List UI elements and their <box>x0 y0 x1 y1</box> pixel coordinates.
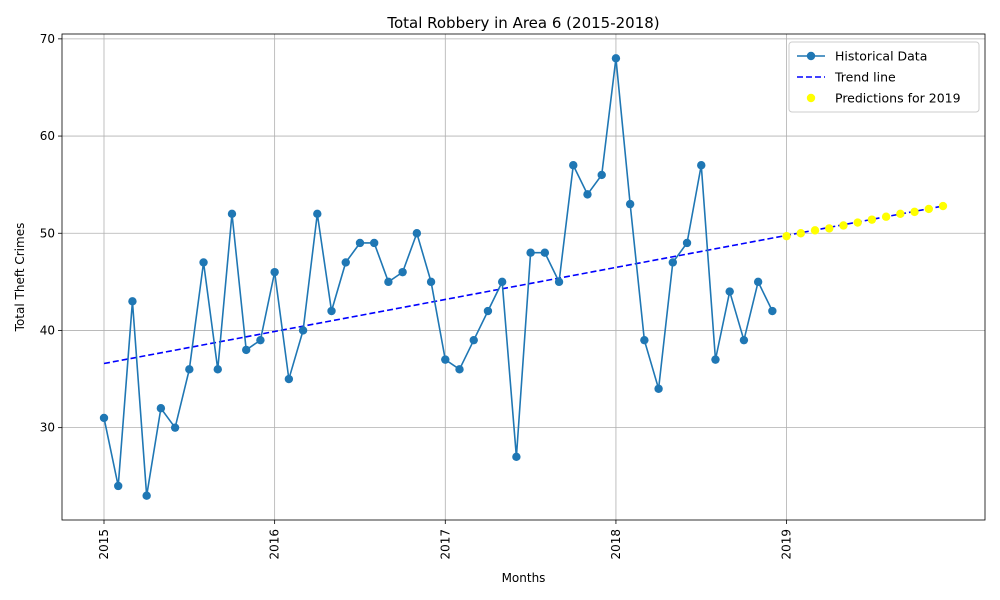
historical-data-point <box>341 258 350 267</box>
historical-data-point <box>369 238 379 248</box>
prediction-point <box>810 226 820 235</box>
prediction-point <box>839 221 848 230</box>
historical-data-point <box>384 277 393 287</box>
historical-data-point <box>597 170 606 180</box>
predictions-layer <box>782 201 948 241</box>
legend-historical-marker <box>806 51 816 61</box>
historical-data-point <box>199 258 208 267</box>
historical-data-point <box>142 491 151 500</box>
historical-data-point <box>753 277 763 287</box>
prediction-point <box>881 212 891 221</box>
prediction-point <box>796 229 805 238</box>
legend-prediction-marker <box>806 93 816 103</box>
historical-data-point <box>611 54 621 63</box>
historical-data-point <box>640 335 649 345</box>
grid <box>62 34 985 520</box>
historical-data-point <box>213 365 222 374</box>
x-tick-label: 2017 <box>438 529 452 560</box>
historical-data-point <box>739 335 749 345</box>
historical-data-point <box>227 209 237 219</box>
plot-frame <box>61 33 986 521</box>
prediction-point <box>938 201 948 211</box>
prediction-point <box>825 224 834 233</box>
historical-data-point <box>114 481 123 491</box>
historical-data-point <box>583 190 592 199</box>
y-tick-label: 70 <box>40 32 55 46</box>
x-tick-label: 2015 <box>97 529 111 560</box>
x-axis-label: Months <box>502 571 546 585</box>
historical-data-point <box>625 199 635 209</box>
historical-data-point <box>256 335 265 345</box>
y-tick-label: 40 <box>40 323 55 337</box>
historical-data-point <box>711 355 720 364</box>
historical-data-point <box>768 306 777 316</box>
historical-data-point <box>483 306 493 316</box>
prediction-point <box>924 204 933 214</box>
historical-data-line <box>103 58 774 496</box>
prediction-point <box>896 209 905 219</box>
x-axis: 2015 2016 2017 2018 2019 <box>97 520 794 560</box>
legend-label: Historical Data <box>835 49 927 64</box>
historical-data-point <box>697 161 706 170</box>
legend-box <box>788 41 980 113</box>
historical-data-point <box>554 277 564 287</box>
historical-data-point <box>426 277 436 287</box>
historical-data-point <box>284 374 294 384</box>
historical-data-point <box>298 326 308 335</box>
y-tick-label: 60 <box>40 129 55 143</box>
y-axis-label: Total Theft Crimes <box>13 223 27 333</box>
historical-data-point <box>185 365 194 374</box>
historical-data-point <box>398 267 407 277</box>
historical-data-point <box>455 365 464 374</box>
historical-data-point <box>313 209 322 219</box>
x-tick-label: 2016 <box>268 529 282 560</box>
prediction-point <box>867 215 877 224</box>
y-tick-label: 50 <box>40 226 55 240</box>
historical-data-point <box>668 258 678 267</box>
prediction-point <box>853 218 862 227</box>
y-tick-label: 30 <box>40 421 55 435</box>
historical-data-point <box>412 229 422 238</box>
chart-title: Total Robbery in Area 6 (2015-2018) <box>386 14 659 32</box>
historical-data-point <box>441 355 450 364</box>
historical-data-point <box>682 238 692 248</box>
historical-data-point <box>540 248 550 257</box>
historical-data-point <box>355 238 365 248</box>
historical-data-point <box>569 161 578 170</box>
historical-data-point <box>469 335 478 345</box>
historical-data-point <box>526 248 535 257</box>
y-axis: 30 40 50 60 70 <box>40 32 62 435</box>
historical-data-point <box>512 452 521 462</box>
historical-data-point <box>128 297 137 306</box>
legend: Historical Data Trend line Predictions for… <box>788 41 980 113</box>
historical-data-point <box>654 384 663 393</box>
prediction-point <box>910 207 919 217</box>
legend-label: Predictions for 2019 <box>835 91 961 106</box>
x-tick-label: 2018 <box>609 529 623 560</box>
historical-data-point <box>327 306 336 316</box>
historical-data-point <box>170 423 180 432</box>
legend-label: Trend line <box>834 70 896 85</box>
historical-data-layer <box>99 54 777 500</box>
historical-data-point <box>156 404 166 413</box>
historical-data-point <box>242 345 251 355</box>
x-tick-label: 2019 <box>780 529 794 560</box>
historical-data-point <box>270 267 279 277</box>
prediction-point <box>782 231 791 241</box>
historical-data-point <box>497 277 507 287</box>
historical-data-point <box>725 287 734 296</box>
historical-data-point <box>99 413 109 423</box>
